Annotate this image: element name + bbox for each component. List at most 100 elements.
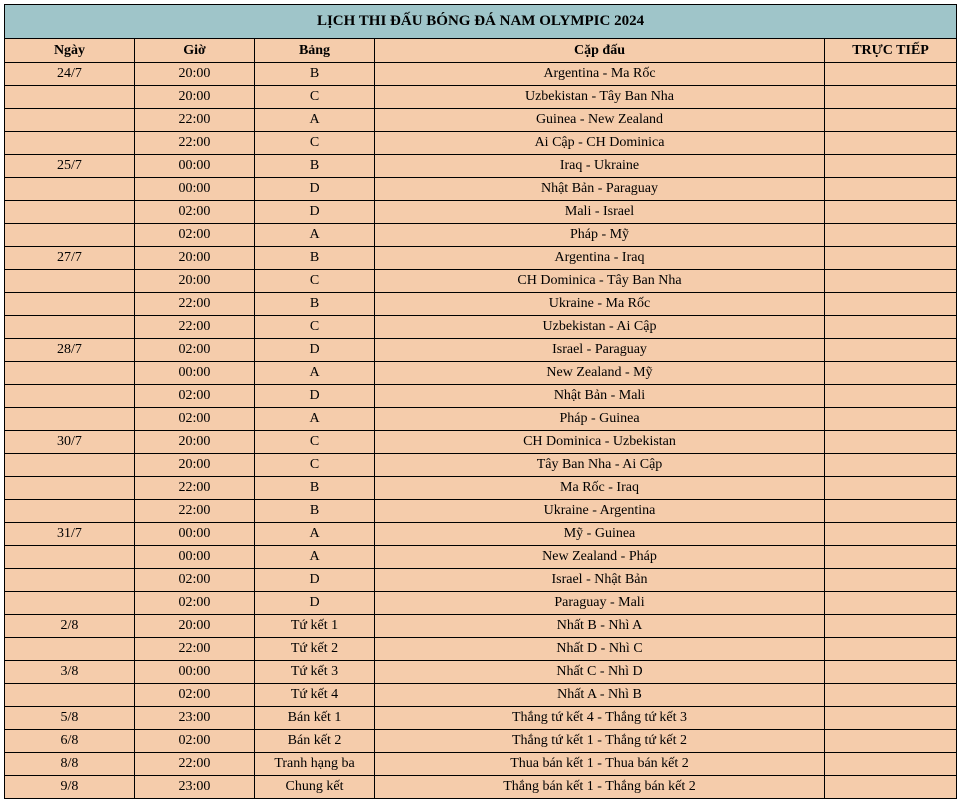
table-cell <box>5 684 135 707</box>
table-cell <box>5 569 135 592</box>
table-row: 30/720:00CCH Dominica - Uzbekistan <box>5 431 957 454</box>
table-cell <box>5 546 135 569</box>
table-cell <box>825 63 957 86</box>
table-row: 8/822:00Tranh hạng baThua bán kết 1 - Th… <box>5 753 957 776</box>
table-cell: 02:00 <box>135 385 255 408</box>
table-cell: 22:00 <box>135 477 255 500</box>
table-cell <box>5 224 135 247</box>
table-row: 02:00DMali - Israel <box>5 201 957 224</box>
table-row: 00:00ANew Zealand - Pháp <box>5 546 957 569</box>
table-cell <box>825 201 957 224</box>
table-cell: A <box>255 362 375 385</box>
table-row: 02:00DNhật Bản - Mali <box>5 385 957 408</box>
table-cell <box>825 523 957 546</box>
col-header-ngay: Ngày <box>5 39 135 63</box>
table-cell <box>825 661 957 684</box>
table-cell: A <box>255 224 375 247</box>
table-cell: 00:00 <box>135 155 255 178</box>
table-row: 22:00CUzbekistan - Ai Cập <box>5 316 957 339</box>
table-row: 00:00DNhật Bản - Paraguay <box>5 178 957 201</box>
table-cell: C <box>255 431 375 454</box>
table-title: LỊCH THI ĐẤU BÓNG ĐÁ NAM OLYMPIC 2024 <box>5 5 957 39</box>
table-cell: Mali - Israel <box>375 201 825 224</box>
table-cell <box>5 201 135 224</box>
table-cell <box>5 362 135 385</box>
table-cell: Ukraine - Ma Rốc <box>375 293 825 316</box>
table-row: 02:00DParaguay - Mali <box>5 592 957 615</box>
table-cell: Bán kết 1 <box>255 707 375 730</box>
table-cell <box>5 592 135 615</box>
table-cell <box>825 270 957 293</box>
table-cell: B <box>255 500 375 523</box>
table-cell: C <box>255 270 375 293</box>
col-header-bang: Bảng <box>255 39 375 63</box>
table-cell <box>825 316 957 339</box>
table-cell: Nhất C - Nhì D <box>375 661 825 684</box>
table-cell: New Zealand - Mỹ <box>375 362 825 385</box>
table-cell: C <box>255 316 375 339</box>
table-cell: Tứ kết 3 <box>255 661 375 684</box>
table-row: 20:00CCH Dominica - Tây Ban Nha <box>5 270 957 293</box>
table-cell <box>825 638 957 661</box>
table-cell: Thắng tứ kết 4 - Thắng tứ kết 3 <box>375 707 825 730</box>
table-cell: 8/8 <box>5 753 135 776</box>
table-cell <box>5 109 135 132</box>
table-cell: Iraq - Ukraine <box>375 155 825 178</box>
table-row: 22:00Tứ kết 2Nhất D - Nhì C <box>5 638 957 661</box>
table-cell <box>825 592 957 615</box>
table-row: 20:00CUzbekistan - Tây Ban Nha <box>5 86 957 109</box>
table-cell <box>5 638 135 661</box>
table-cell <box>5 132 135 155</box>
table-row: 25/700:00BIraq - Ukraine <box>5 155 957 178</box>
table-cell: 00:00 <box>135 546 255 569</box>
table-cell: 31/7 <box>5 523 135 546</box>
table-cell: Nhất B - Nhì A <box>375 615 825 638</box>
table-cell: D <box>255 592 375 615</box>
table-row: 20:00CTây Ban Nha - Ai Cập <box>5 454 957 477</box>
table-cell <box>825 362 957 385</box>
table-row: 02:00APháp - Mỹ <box>5 224 957 247</box>
table-cell: 02:00 <box>135 569 255 592</box>
table-cell: Pháp - Mỹ <box>375 224 825 247</box>
table-cell: 22:00 <box>135 293 255 316</box>
table-cell: 28/7 <box>5 339 135 362</box>
table-cell <box>5 454 135 477</box>
table-cell: Argentina - Ma Rốc <box>375 63 825 86</box>
table-cell: Thắng bán kết 1 - Thắng bán kết 2 <box>375 776 825 799</box>
table-cell <box>825 454 957 477</box>
table-cell: A <box>255 523 375 546</box>
table-cell: C <box>255 454 375 477</box>
table-cell: Tứ kết 1 <box>255 615 375 638</box>
table-cell: B <box>255 247 375 270</box>
table-cell: 2/8 <box>5 615 135 638</box>
table-cell: 20:00 <box>135 63 255 86</box>
table-cell: 00:00 <box>135 661 255 684</box>
table-cell <box>825 408 957 431</box>
table-row: 22:00CAi Cập - CH Dominica <box>5 132 957 155</box>
table-row: 22:00BUkraine - Ma Rốc <box>5 293 957 316</box>
table-cell: 23:00 <box>135 776 255 799</box>
table-cell: 22:00 <box>135 109 255 132</box>
table-cell <box>825 155 957 178</box>
table-cell: 30/7 <box>5 431 135 454</box>
table-cell: 9/8 <box>5 776 135 799</box>
table-cell: Chung kết <box>255 776 375 799</box>
table-cell: Tứ kết 2 <box>255 638 375 661</box>
table-cell: Argentina - Iraq <box>375 247 825 270</box>
table-cell: 22:00 <box>135 753 255 776</box>
table-cell: D <box>255 339 375 362</box>
table-cell: 20:00 <box>135 615 255 638</box>
table-body: 24/720:00BArgentina - Ma Rốc20:00CUzbeki… <box>5 63 957 799</box>
table-cell: C <box>255 86 375 109</box>
table-cell: B <box>255 477 375 500</box>
table-cell: D <box>255 385 375 408</box>
table-row: 27/720:00BArgentina - Iraq <box>5 247 957 270</box>
table-cell: 5/8 <box>5 707 135 730</box>
table-cell: Uzbekistan - Tây Ban Nha <box>375 86 825 109</box>
table-cell <box>825 684 957 707</box>
table-header-row: Ngày Giờ Bảng Cặp đấu TRỰC TIẾP <box>5 39 957 63</box>
table-row: 02:00Tứ kết 4Nhất A - Nhì B <box>5 684 957 707</box>
table-cell: 23:00 <box>135 707 255 730</box>
table-cell: A <box>255 109 375 132</box>
table-row: 31/700:00AMỹ - Guinea <box>5 523 957 546</box>
